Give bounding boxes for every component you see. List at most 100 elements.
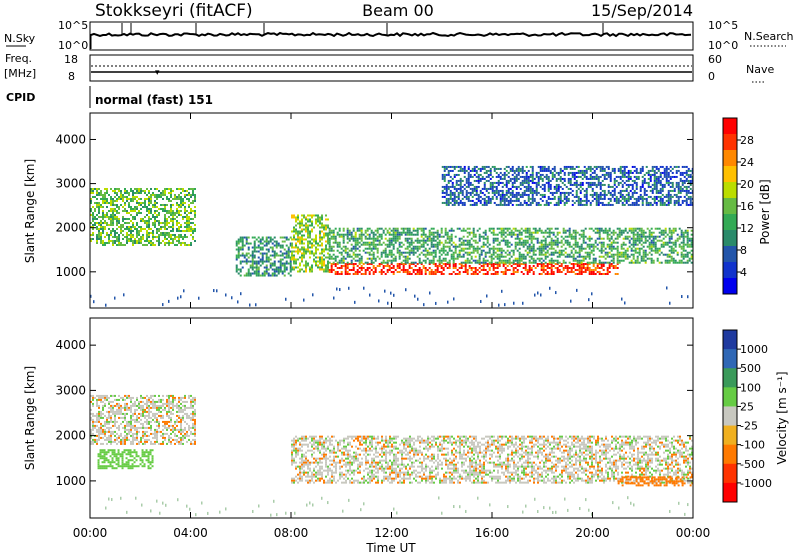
power-echo-cell [140, 212, 142, 214]
power-echo-cell [418, 257, 421, 260]
power-echo-cell [372, 235, 375, 238]
power-echo-cell [448, 267, 451, 269]
power-echo-cell [507, 181, 510, 184]
power-echo-cell [490, 255, 493, 258]
power-echo-cell [356, 253, 359, 256]
power-echo-cell [354, 243, 357, 246]
power-echo-cell [606, 233, 609, 236]
power-echo-cell [563, 179, 566, 182]
power-echo-cell [291, 266, 293, 269]
power-echo-cell [523, 199, 526, 202]
power-echo-cell [686, 259, 689, 262]
power-echo-cell [441, 191, 444, 194]
power-echo-cell [354, 255, 357, 258]
power-echo-cell [674, 227, 677, 230]
power-echo-cell [174, 218, 176, 220]
power-echo-cell [271, 274, 274, 277]
power-echo-cell [568, 261, 571, 264]
power-echo-cell [655, 175, 658, 178]
power-echo-cell [412, 229, 415, 232]
power-echo-cell [440, 241, 443, 244]
power-echo-cell [469, 183, 472, 186]
power-echo-cell [688, 243, 691, 246]
power-echo-cell [102, 210, 104, 212]
power-echo-cell [267, 260, 270, 263]
power-echo-cell [579, 175, 582, 178]
power-echo-cell [303, 254, 305, 257]
power-echo-cell [152, 194, 154, 196]
power-echo-cell [619, 193, 622, 196]
power-echo-cell [612, 261, 615, 264]
power-echo-cell [646, 239, 649, 242]
power-echo-cell [348, 263, 351, 265]
power-echo-cell [510, 265, 513, 267]
power-echo-cell [309, 224, 311, 227]
power-echo-cell [432, 227, 435, 230]
power-echo-cell [532, 235, 535, 238]
power-echo-cell [170, 188, 172, 190]
freq-label-line1: Freq. [5, 52, 32, 65]
power-echo-cell [134, 240, 136, 242]
power-echo-cell [402, 265, 405, 267]
power-echo-cell [494, 239, 497, 242]
power-echo-cell [120, 224, 122, 226]
power-echo-cell [456, 253, 459, 256]
power-echo-cell [291, 252, 293, 255]
power-echo-cell [633, 191, 636, 194]
power-echo-cell [390, 237, 393, 240]
power-echo-cell [325, 270, 327, 273]
power-echo-cell [546, 255, 549, 258]
power-echo-cell [571, 171, 574, 174]
power-echo-cell [442, 269, 445, 271]
power-echo-cell [619, 175, 622, 178]
power-echo-cell [271, 246, 274, 249]
power-echo-cell [445, 183, 448, 186]
power-echo-cell [384, 247, 387, 250]
power-echo-cell [474, 239, 477, 242]
power-echo-cell [112, 214, 114, 216]
power-echo-cell [505, 185, 508, 188]
power-echo-cell [299, 236, 301, 239]
power-echo-cell [352, 237, 355, 240]
power-echo-cell [654, 227, 657, 230]
power-echo-cell [98, 224, 100, 226]
power-echo-cell [126, 212, 128, 214]
power-echo-cell [552, 271, 555, 273]
power-echo-cell [501, 173, 504, 176]
power-echo-cell [655, 197, 658, 200]
power-echo-cell [340, 251, 343, 254]
power-echo-cell [607, 175, 610, 178]
power-echo-cell [686, 245, 689, 248]
power-echo-cell [541, 195, 544, 198]
power-echo-cell [424, 227, 427, 230]
power-echo-cell [194, 240, 196, 242]
power-echo-cell [112, 210, 114, 212]
power-echo-cell [338, 243, 341, 246]
power-echo-cell [496, 227, 499, 230]
power-echo-cell [293, 226, 295, 229]
power-echo-cell [454, 251, 457, 254]
power-echo-cell [156, 228, 158, 230]
power-echo-cell [586, 251, 589, 254]
power-echo-cell [593, 183, 596, 186]
power-echo-cell [192, 236, 194, 238]
power-echo-cell [136, 230, 138, 232]
power-echo-cell [531, 193, 534, 196]
power-echo-cell [614, 265, 617, 267]
power-echo-cell [178, 198, 180, 200]
power-echo-cell [559, 177, 562, 180]
power-echo-cell [156, 214, 158, 216]
power-echo-cell [112, 222, 114, 224]
power-echo-cell [144, 216, 146, 218]
power-echo-cell [570, 255, 573, 258]
power-echo-cell [321, 256, 323, 259]
power-echo-cell [291, 258, 293, 261]
power-echo-cell [602, 273, 605, 275]
power-echo-cell [520, 257, 523, 260]
power-echo-cell [628, 227, 631, 230]
power-echo-cell [313, 238, 315, 241]
power-echo-cell [599, 167, 602, 170]
power-echo-cell [494, 251, 497, 254]
power-echo-cell [410, 261, 413, 264]
power-echo-cell [340, 247, 343, 250]
